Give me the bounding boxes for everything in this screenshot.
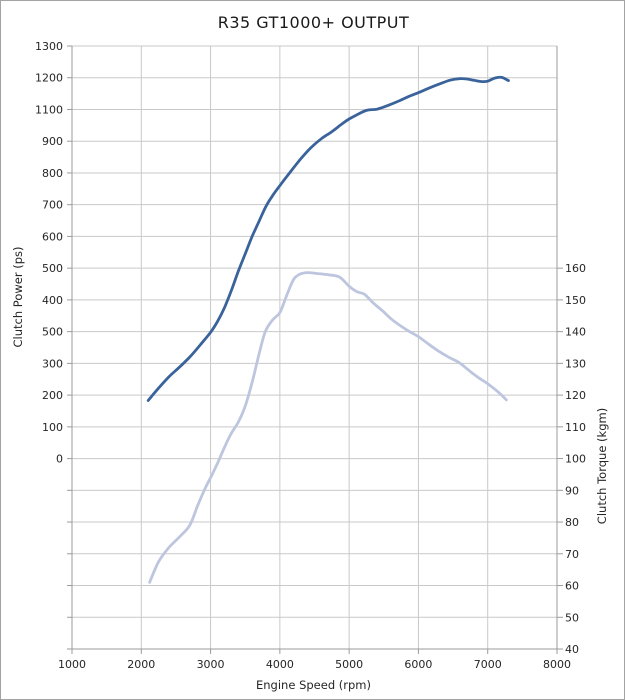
right-axis-tick-label: 60: [565, 580, 579, 593]
left-axis-tick-label: 500: [42, 262, 63, 275]
right-axis-tick-label: 130: [565, 357, 586, 370]
right-axis-tick-label: 100: [565, 453, 586, 466]
right-axis-tick-label: 150: [565, 294, 586, 307]
x-axis-tick-label: 4000: [266, 658, 294, 671]
right-axis-tick-label: 110: [565, 421, 586, 434]
left-axis-tick-label: 800: [42, 167, 63, 180]
right-axis-title: Clutch Torque (kgm): [595, 407, 609, 525]
x-axis-tick-label: 2000: [127, 658, 155, 671]
x-axis-title: Engine Speed (rpm): [256, 678, 371, 692]
right-axis-tick-label: 90: [565, 484, 579, 497]
left-axis-tick-label: 900: [42, 135, 63, 148]
left-axis-tick-label: 300: [42, 357, 63, 370]
x-axis-tick-label: 7000: [474, 658, 502, 671]
x-axis-tick-label: 1000: [58, 658, 86, 671]
right-axis-tick-label: 160: [565, 262, 586, 275]
x-axis-tick-label: 8000: [543, 658, 571, 671]
left-axis-tick-label: 1200: [35, 72, 63, 85]
left-axis-tick-label: 600: [42, 230, 63, 243]
clutch-power-curve: [146, 75, 510, 402]
right-axis-tick-label: 40: [565, 643, 579, 656]
left-axis-tick-label: 1100: [35, 103, 63, 116]
right-axis-tick-label: 70: [565, 548, 579, 561]
left-axis-tick-label: 100: [42, 421, 63, 434]
left-axis-title: Clutch Power (ps): [11, 246, 25, 348]
left-axis-tick-label: 500: [42, 326, 63, 339]
left-axis-tick-label: 400: [42, 294, 63, 307]
right-axis-tick-label: 120: [565, 389, 586, 402]
left-axis-tick-label: 0: [56, 453, 63, 466]
x-axis-tick-label: 3000: [197, 658, 225, 671]
right-axis-tick-label: 80: [565, 516, 579, 529]
clutch-torque-curve: [148, 271, 508, 584]
left-axis-tick-label: 1300: [35, 40, 63, 53]
left-axis-tick-label: 700: [42, 199, 63, 212]
left-axis-tick-label: 200: [42, 389, 63, 402]
right-axis-tick-label: 140: [565, 326, 586, 339]
right-axis-tick-label: 50: [565, 611, 579, 624]
chart-title: R35 GT1000+ OUTPUT: [217, 13, 410, 32]
x-axis-tick-label: 6000: [404, 658, 432, 671]
x-axis-tick-label: 5000: [335, 658, 363, 671]
